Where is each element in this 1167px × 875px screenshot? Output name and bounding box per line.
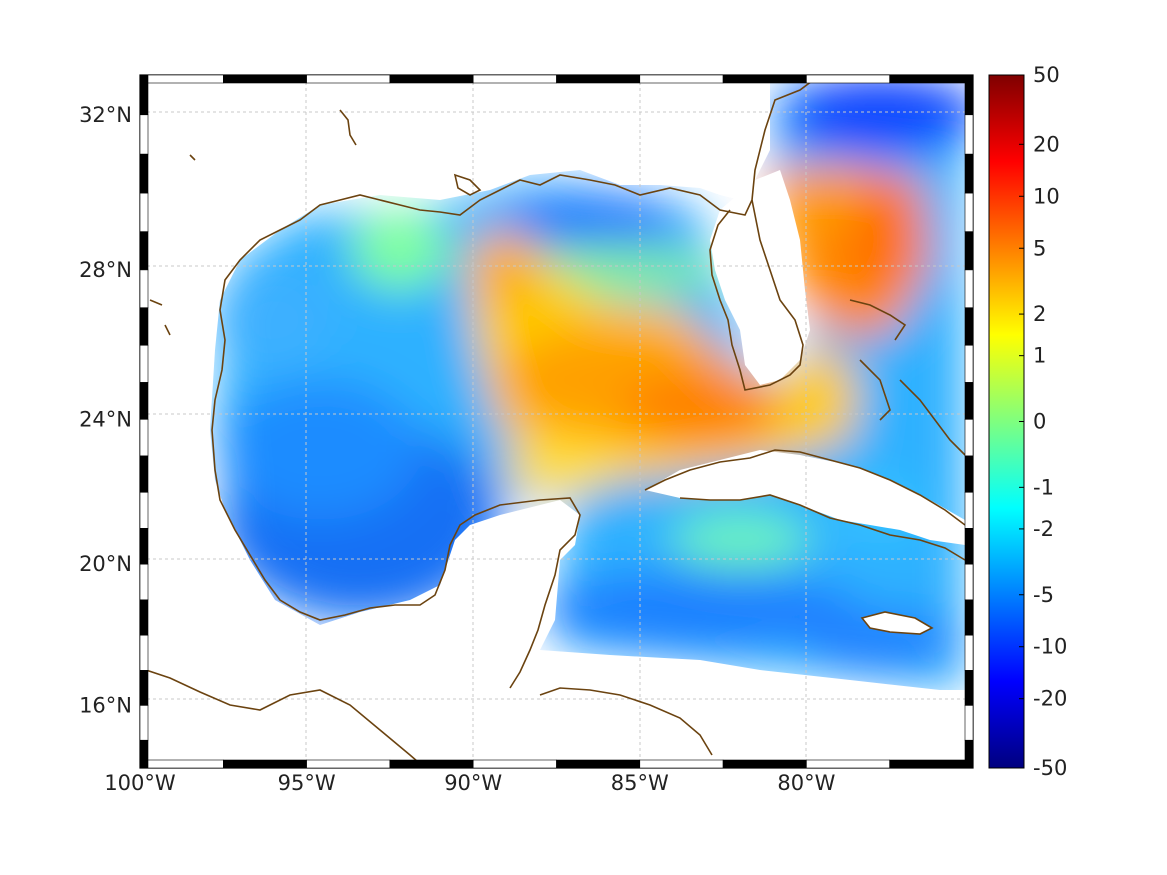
longitude-labels: 100°W 95°W 90°W 85°W 80°W [104,771,835,795]
border-segment [964,491,974,529]
border-segment [139,419,149,457]
latitude-tick-label: 16°N [79,693,132,717]
colorbar-tick-label: -2 [1033,517,1054,541]
border-segment [139,759,224,769]
longitude-tick-label: 100°W [104,771,176,795]
border-segment [722,759,807,769]
colorbar-tick-label: -10 [1033,635,1067,659]
border-segment [139,74,224,84]
border-segment [139,382,149,420]
longitude-tick-label: 90°W [444,771,502,795]
graticule [141,76,972,767]
border-segment [139,491,149,529]
border-segment [139,634,149,671]
border-segment [964,599,974,636]
border-segment [964,153,974,194]
border-segment [139,739,149,769]
colorbar-tick-label: -50 [1033,756,1067,780]
colorbar-tick-label: -5 [1033,583,1054,607]
border-segment [139,269,149,309]
border-segment [964,74,974,116]
border-segment [139,192,149,233]
colorbar-tick-label: 20 [1033,132,1060,156]
border-segment [964,705,974,741]
colorbar-tick-label: 1 [1033,344,1046,368]
colorbar-tick-label: 0 [1033,410,1046,434]
border-segment [139,455,149,493]
border-segment [722,74,807,84]
border-segment [964,269,974,309]
sea-level-field [210,75,973,690]
map-border-ticks [139,74,974,769]
border-segment [306,74,391,84]
border-segment [964,455,974,493]
border-segment [964,563,974,601]
border-segment [964,192,974,233]
border-segment [964,739,974,769]
border-segment [964,382,974,420]
border-segment [139,153,149,194]
border-segment [889,759,974,769]
border-segment [139,670,149,706]
border-segment [806,759,891,769]
colorbar-tick-label: -1 [1033,475,1054,499]
border-segment [964,307,974,346]
longitude-tick-label: 85°W [611,771,669,795]
latitude-tick-label: 28°N [79,258,132,282]
colorbar-tick-label: 10 [1033,184,1060,208]
coastlines [140,75,966,768]
border-segment [806,74,891,84]
longitude-tick-label: 80°W [777,771,835,795]
border-segment [556,74,641,84]
latitude-tick-label: 32°N [79,103,132,127]
border-segment [139,74,149,116]
border-segment [306,759,391,769]
border-segment [964,344,974,383]
border-segment [964,670,974,706]
border-segment [472,74,557,84]
colorbar [988,74,1025,769]
border-segment [139,114,149,155]
colorbar-tick-label: 5 [1033,236,1046,260]
border-segment [964,528,974,565]
border-segment [139,528,149,565]
border-segment [964,231,974,271]
colorbar-tick-label: 2 [1033,302,1046,326]
land-mask [140,75,965,768]
latitude-tick-label: 20°N [79,552,132,576]
longitude-tick-label: 95°W [278,771,336,795]
latitude-tick-label: 24°N [79,407,132,431]
border-segment [139,344,149,383]
colorbar-tick-label: 50 [1033,63,1060,87]
border-segment [139,599,149,636]
colorbar-tick-label: -20 [1033,687,1067,711]
border-segment [472,759,557,769]
border-segment [139,231,149,271]
border-segment [223,74,307,84]
border-segment [639,74,724,84]
border-segment [556,759,641,769]
border-segment [389,759,474,769]
border-segment [639,759,724,769]
border-segment [223,759,307,769]
border-segment [389,74,474,84]
border-segment [139,307,149,346]
border-segment [889,74,974,84]
border-segment [964,419,974,457]
border-segment [964,114,974,155]
border-segment [139,705,149,741]
latitude-labels: 32°N 28°N 24°N 20°N 16°N [79,103,132,718]
border-segment [964,634,974,671]
border-segment [139,563,149,601]
